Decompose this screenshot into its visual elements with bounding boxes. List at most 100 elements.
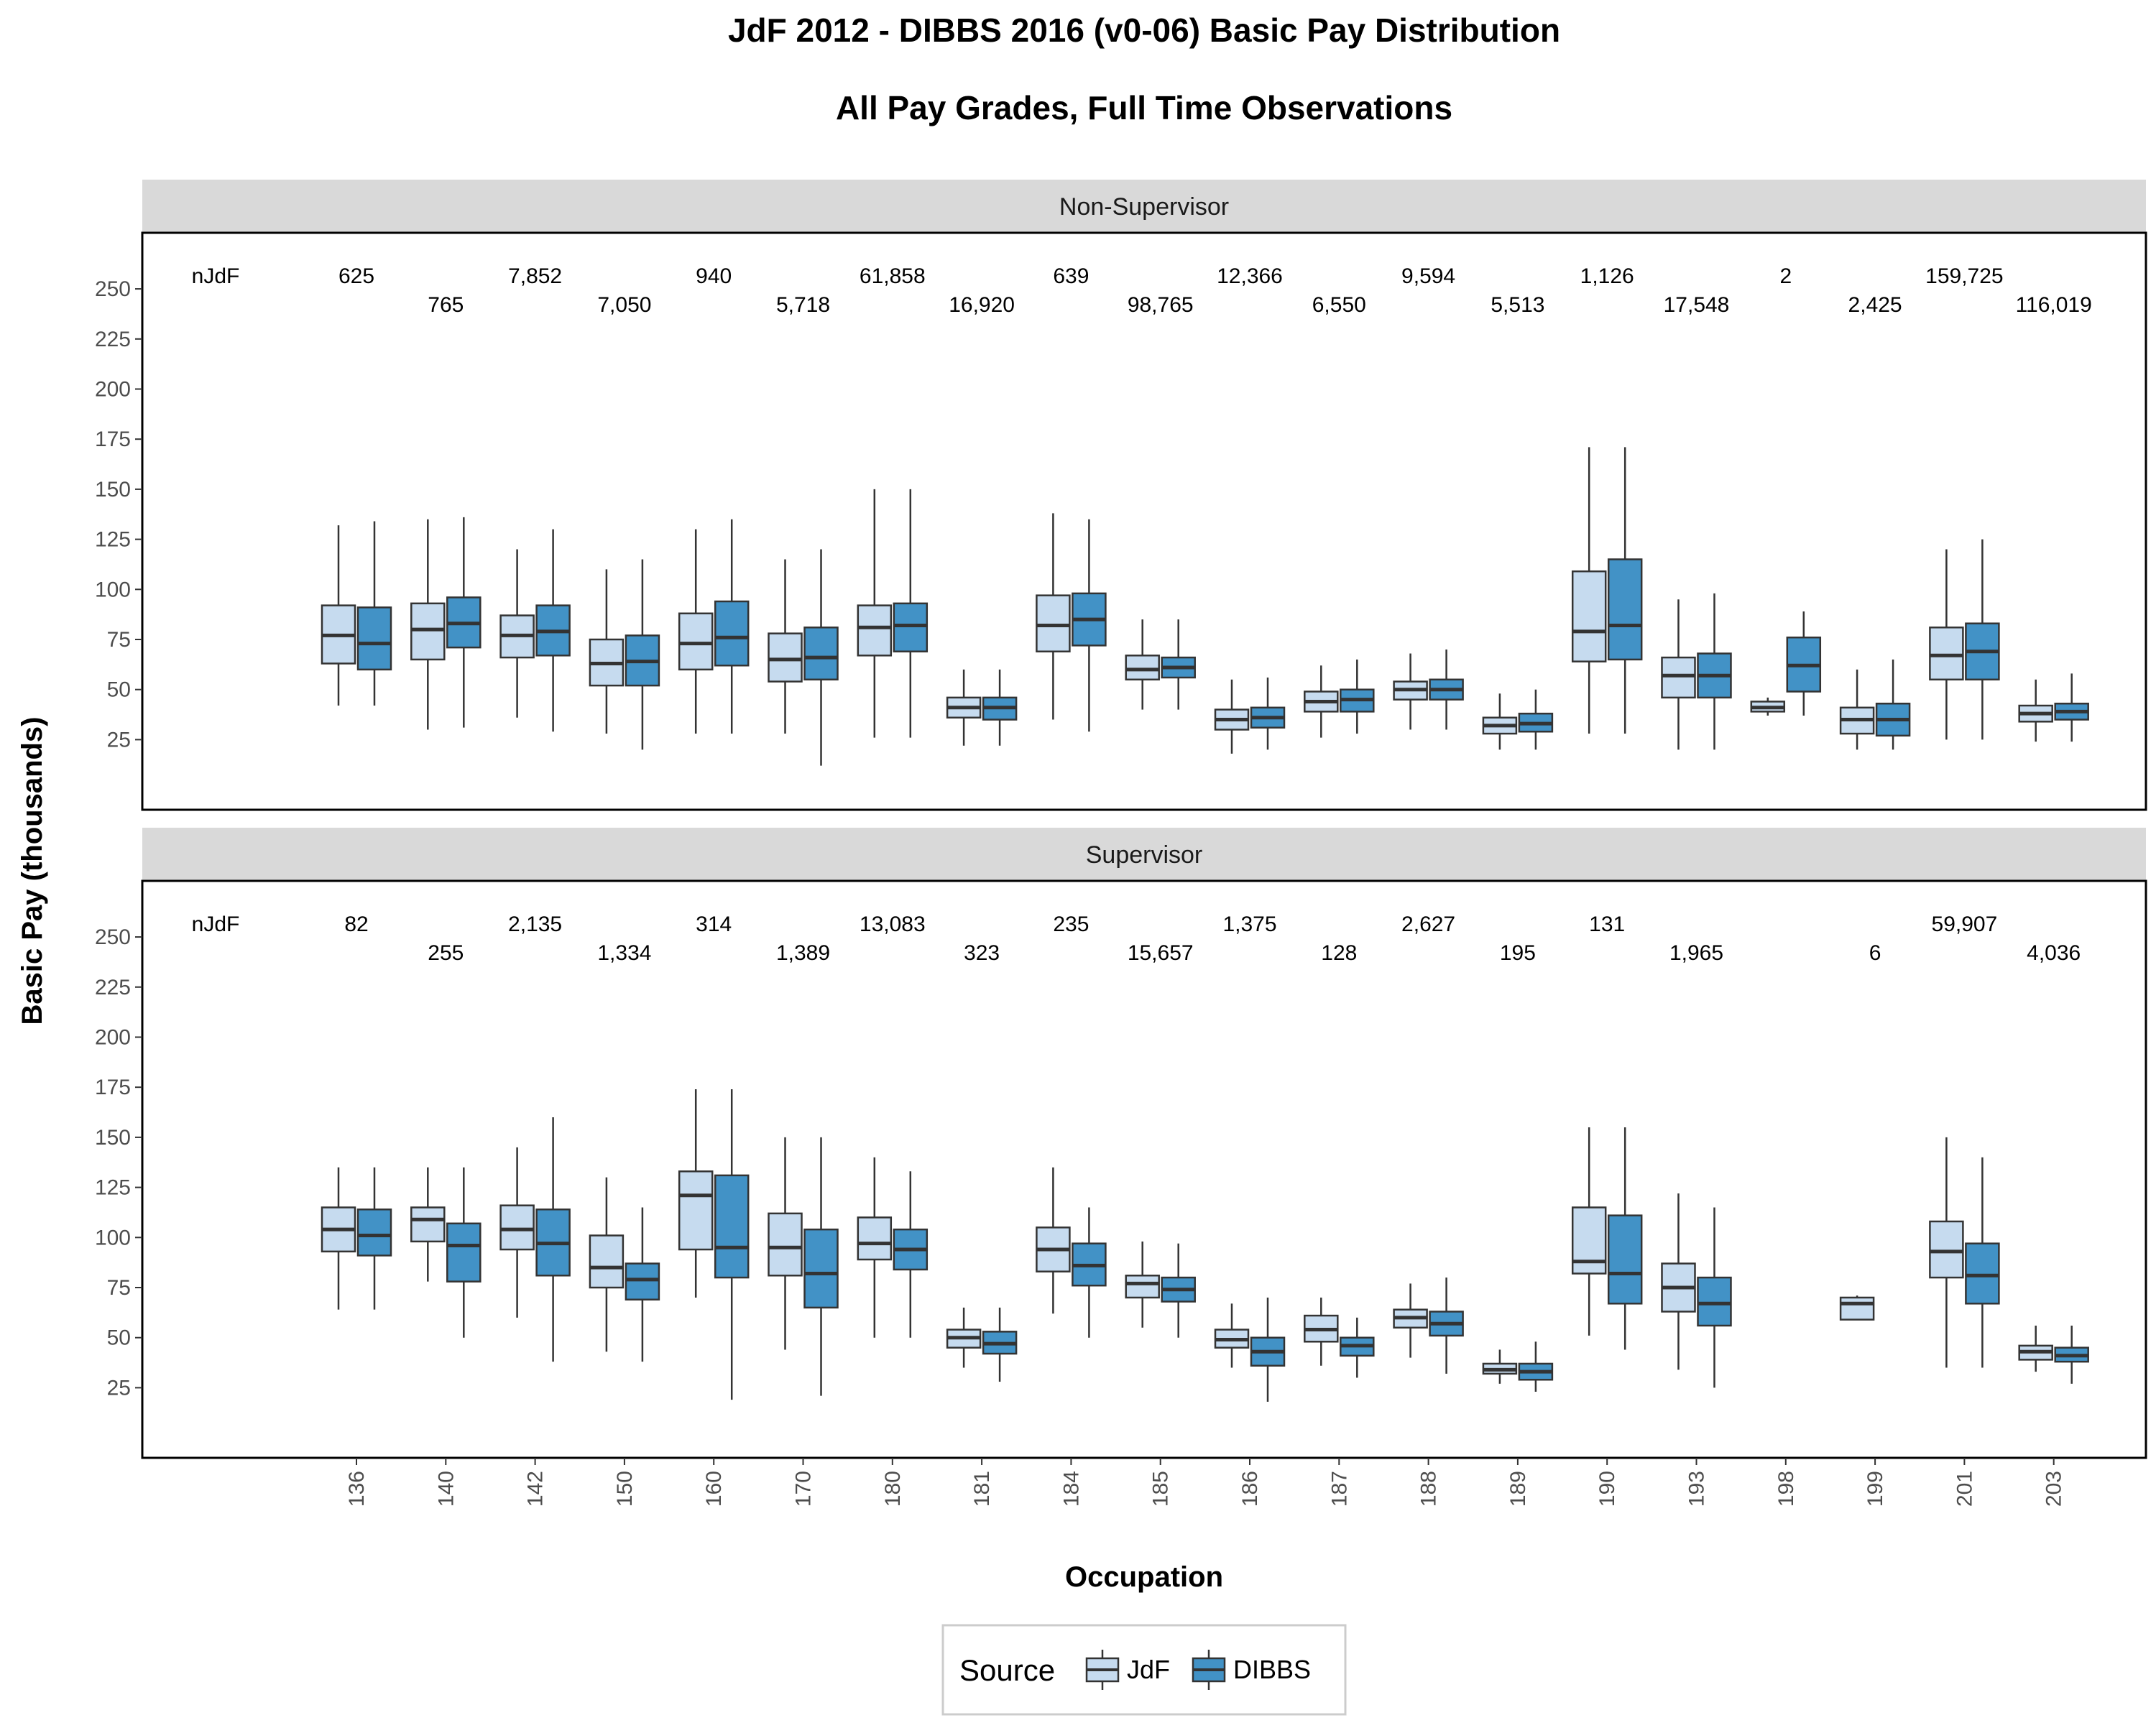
box-jdf-180 xyxy=(857,1157,893,1338)
count-label: 1,389 xyxy=(776,941,830,965)
box-dibbs-140 xyxy=(446,517,482,728)
box-jdf-203 xyxy=(2018,1325,2053,1372)
x-tick-label: 140 xyxy=(434,1471,458,1507)
box-dibbs-160 xyxy=(714,1089,750,1400)
box-dibbs-185 xyxy=(1161,1243,1196,1338)
x-tick-label: 189 xyxy=(1506,1471,1530,1507)
box-body xyxy=(410,602,446,661)
box-body xyxy=(1839,1296,1875,1321)
box-body xyxy=(1929,1220,1964,1279)
y-tick-label: 125 xyxy=(95,528,131,552)
box-body xyxy=(1571,1206,1607,1275)
count-label: 940 xyxy=(696,264,732,288)
x-tick-label: 188 xyxy=(1417,1471,1441,1507)
box-dibbs-198 xyxy=(1786,611,1822,716)
box-jdf-170 xyxy=(768,559,803,734)
box-jdf-186 xyxy=(1214,679,1250,754)
box-jdf-150 xyxy=(589,569,625,734)
box-dibbs-170 xyxy=(803,549,839,766)
box-jdf-189 xyxy=(1482,1349,1518,1384)
box-body xyxy=(1125,655,1160,681)
box-body xyxy=(768,1212,803,1277)
box-dibbs-188 xyxy=(1429,1277,1464,1374)
facet-strip-label: Non-Supervisor xyxy=(1059,193,1229,221)
count-label: 235 xyxy=(1053,912,1089,936)
x-tick-label: 203 xyxy=(2042,1471,2066,1507)
box-jdf-160 xyxy=(678,529,714,734)
y-tick-label: 150 xyxy=(95,478,131,502)
facet-strip xyxy=(142,828,2146,881)
panel-border xyxy=(141,879,2147,1459)
box-jdf-190 xyxy=(1571,1127,1607,1336)
box-dibbs-189 xyxy=(1518,689,1554,750)
box-jdf-181 xyxy=(946,669,982,746)
count-label: 16,920 xyxy=(949,293,1015,317)
box-jdf-193 xyxy=(1661,599,1696,750)
x-tick-label: 180 xyxy=(881,1471,905,1507)
x-axis: 136 140 142 150 160 170 180 181 184 185 186 187 188 1… xyxy=(345,1458,2066,1507)
box-dibbs-181 xyxy=(982,669,1018,746)
box-body xyxy=(625,1262,660,1300)
count-label: 1,965 xyxy=(1669,941,1723,965)
box-body xyxy=(1661,656,1696,699)
facet-strip xyxy=(142,180,2146,233)
y-tick-label: 175 xyxy=(95,1076,131,1099)
y-tick-label: 75 xyxy=(107,1276,131,1300)
y-tick-label: 25 xyxy=(107,1376,131,1400)
count-label: 59,907 xyxy=(1932,912,1998,936)
count-label: 625 xyxy=(338,264,374,288)
count-label: 159,725 xyxy=(1925,264,2003,288)
box-body xyxy=(768,632,803,683)
count-label: 255 xyxy=(428,941,464,965)
box-body xyxy=(803,627,839,681)
box-body xyxy=(589,1234,625,1289)
box-jdf-199 xyxy=(1839,669,1875,750)
box-dibbs-189 xyxy=(1518,1341,1554,1392)
legend-entry-label: DIBBS xyxy=(1233,1655,1311,1684)
y-tick-label: 100 xyxy=(95,578,131,601)
box-jdf-187 xyxy=(1304,665,1339,738)
box-dibbs-186 xyxy=(1250,677,1286,750)
box-dibbs-203 xyxy=(2054,673,2089,742)
y-tick-label: 50 xyxy=(107,1326,131,1350)
box-dibbs-150 xyxy=(625,559,660,750)
y-axis-title: Basic Pay (thousands) xyxy=(17,716,48,1025)
box-dibbs-180 xyxy=(893,1171,929,1338)
panel-supervisor: Supervisor 25 50 75 100 125 150 175 200 225 250 nJd… xyxy=(95,828,2147,1459)
box-dibbs-188 xyxy=(1429,649,1464,730)
count-label: 2,135 xyxy=(508,912,562,936)
box-jdf-189 xyxy=(1482,693,1518,750)
y-tick-label: 225 xyxy=(95,328,131,351)
x-tick-label: 187 xyxy=(1327,1471,1351,1507)
count-prefix-label: nJdF xyxy=(192,264,240,288)
x-tick-label: 190 xyxy=(1595,1471,1619,1507)
box-body xyxy=(499,1204,535,1251)
x-tick-label: 170 xyxy=(792,1471,816,1507)
x-tick-label: 150 xyxy=(613,1471,637,1507)
y-tick-label: 75 xyxy=(107,628,131,652)
box-dibbs-160 xyxy=(714,519,750,734)
y-tick-label: 200 xyxy=(95,377,131,401)
box-dibbs-170 xyxy=(803,1137,839,1396)
x-tick-label: 142 xyxy=(524,1471,548,1507)
count-label: 323 xyxy=(964,941,1000,965)
count-label: 7,852 xyxy=(508,264,562,288)
count-label: 7,050 xyxy=(597,293,651,317)
legend-box xyxy=(941,1624,1347,1716)
count-label: 9,594 xyxy=(1401,264,1455,288)
box-dibbs-201 xyxy=(1965,539,2000,740)
box-dibbs-142 xyxy=(535,1117,571,1362)
x-tick-label: 185 xyxy=(1149,1471,1173,1507)
count-label: 2,627 xyxy=(1401,912,1455,936)
x-tick-label: 184 xyxy=(1059,1471,1083,1507)
box-dibbs-150 xyxy=(625,1207,660,1362)
box-jdf-136 xyxy=(321,1167,356,1310)
box-dibbs-185 xyxy=(1161,619,1196,710)
legend: Source JdF DIBBS xyxy=(941,1624,1347,1716)
count-label: 195 xyxy=(1500,941,1536,965)
box-body xyxy=(678,612,714,671)
count-label: 1,334 xyxy=(597,941,651,965)
box-jdf-193 xyxy=(1661,1193,1696,1370)
